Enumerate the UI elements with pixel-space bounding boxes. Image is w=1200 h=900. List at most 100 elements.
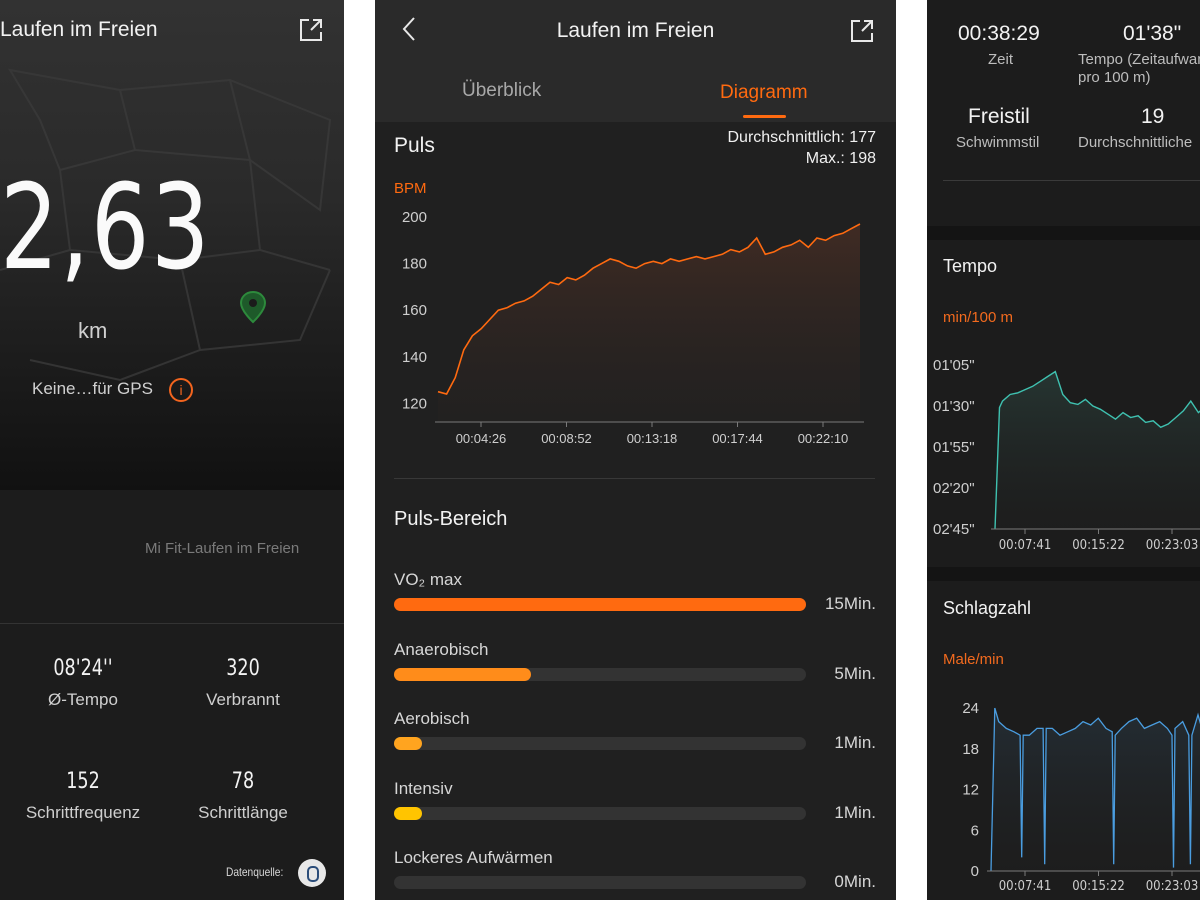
avg-heart-rate: Durchschnittlich: 177 [727,129,876,146]
avg-pace-label: Ø-Tempo [48,690,118,709]
y-tick-label: 01'05" [933,357,975,374]
zone-bar-track [394,737,806,750]
screen-swim-stats: 00:38:29 Zeit 01'38" Tempo (Zeitaufwand … [927,0,1200,900]
zone-label: Aerobisch [394,709,470,728]
max-heart-rate: Max.: 198 [805,150,876,167]
divider [943,180,1200,181]
time-value: 00:38:29 [958,22,1040,45]
zone-bar-track [394,807,806,820]
x-tick-label: 00:08:52 [541,431,592,446]
y-tick-label: 12 [962,782,979,799]
pace-label: Tempo (Zeitaufwand pro 100 m) [1078,51,1200,86]
cadence-label: Schrittfrequenz [25,803,141,822]
stride-label: Schrittlänge [198,803,288,822]
y-tick-label: 6 [971,822,979,839]
tempo-line [994,370,1200,530]
page-title: Laufen im Freien [556,19,715,42]
heart-rate-chart: 120 140 160 180 200 00:04:26 00:08:52 00:13:18 0… [402,209,864,446]
stroke-rate-chart: 0 6 12 18 24 00:07:41 00:15:22 00:23:03 [962,700,1200,894]
y-tick-label: 0 [971,863,979,880]
time-label: Zeit [988,51,1014,68]
zone-duration: 0Min. [834,872,876,891]
gps-note: Keine…für GPS [32,379,153,398]
x-tick-label: 00:23:03 [1146,538,1199,553]
screen-heart-rate-chart: Laufen im Freien Überblick Diagramm Puls… [375,0,896,900]
zone-label: VO₂ max [394,570,462,589]
zone-label: Lockeres Aufwärmen [394,848,553,867]
y-tick-label: 02'20" [933,480,975,497]
distance-value: 2,63 [0,158,212,296]
tempo-area [995,371,1200,529]
zone-bar-track [394,598,806,611]
x-tick-label: 00:07:41 [999,538,1052,553]
x-tick-label: 00:17:44 [712,431,763,446]
share-icon[interactable] [298,17,324,43]
y-tick-label: 140 [402,349,427,366]
info-icon[interactable]: i [169,378,193,402]
avg-value: 19 [1141,105,1165,128]
zone-duration: 1Min. [834,733,876,752]
zone-duration: 5Min. [834,664,876,683]
page-title: Laufen im Freien [0,18,158,41]
active-tab-indicator [743,115,786,118]
y-tick-label: 120 [402,395,427,412]
top-bar [375,0,896,122]
share-icon[interactable] [849,18,875,44]
zone-bar-track [394,876,806,889]
y-tick-label: 200 [402,209,427,226]
x-tick-label: 00:13:18 [627,431,678,446]
stroke-style-label: Schwimmstil [956,134,1040,151]
zone-bar-fill [394,737,422,750]
heart-rate-area [438,224,860,422]
stroke-rate-line [990,707,1200,872]
heart-rate-summary: Durchschnittlich: 177 Max.: 198 [727,127,876,169]
y-tick-label: 160 [402,302,427,319]
stroke-style-value: Freistil [968,105,1030,128]
section-gap [927,226,1200,240]
y-tick-label: 02'45" [933,521,975,538]
map-streets [0,68,332,382]
y-tick-label: 01'55" [933,439,975,456]
x-tick-label: 00:07:41 [999,879,1052,894]
stride-value: 78 [231,769,255,794]
pace-value: 01'38" [1123,22,1182,45]
section-gap [927,567,1200,581]
calories-value: 320 [226,656,260,681]
zone-bar-fill [394,598,806,611]
x-tick-label: 00:15:22 [1072,879,1125,894]
x-tick-label: 00:23:03 [1146,879,1199,894]
stroke-rate-unit: Male/min [943,651,1004,668]
cadence-value: 152 [66,769,100,794]
divider [394,478,875,479]
tempo-unit: min/100 m [943,309,1014,326]
x-tick-label: 00:15:22 [1072,538,1125,553]
y-tick-label: 180 [402,256,427,273]
zone-label: Anaerobisch [394,640,489,659]
divider [0,623,344,624]
route-map [0,0,344,490]
heart-rate-title: Puls [394,134,435,157]
zone-bar-fill [394,668,532,681]
x-tick-label: 00:04:26 [456,431,507,446]
source-label: Mi Fit-Laufen im Freien [145,540,300,557]
zone-bar-fill [394,807,422,820]
avg-pace-value: 08'24'' [53,656,113,681]
avg-label: Durchschnittliche [1078,134,1193,151]
heart-rate-zones-title: Puls-Bereich [394,508,508,530]
tab-overview[interactable]: Überblick [462,80,542,101]
heart-rate-line [437,223,861,395]
datasource-label: Datenquelle: [226,865,284,879]
zone-duration: 1Min. [834,803,876,822]
zone-duration: 15Min. [824,594,876,613]
datasource-app-icon [298,859,326,887]
back-chevron-icon[interactable] [399,14,419,51]
y-tick-label: 18 [962,741,979,758]
calories-label: Verbrannt [206,690,280,709]
tab-chart[interactable]: Diagramm [720,82,808,103]
y-tick-label: 24 [962,700,979,717]
tempo-chart: 01'05" 01'30" 01'55" 02'20" 02'45" 00:07:41 00… [933,357,1200,553]
stroke-rate-title: Schlagzahl [943,598,1032,618]
location-pin-icon [239,290,267,324]
zone-bar-track [394,668,806,681]
chart-unit-label: BPM [394,180,427,197]
